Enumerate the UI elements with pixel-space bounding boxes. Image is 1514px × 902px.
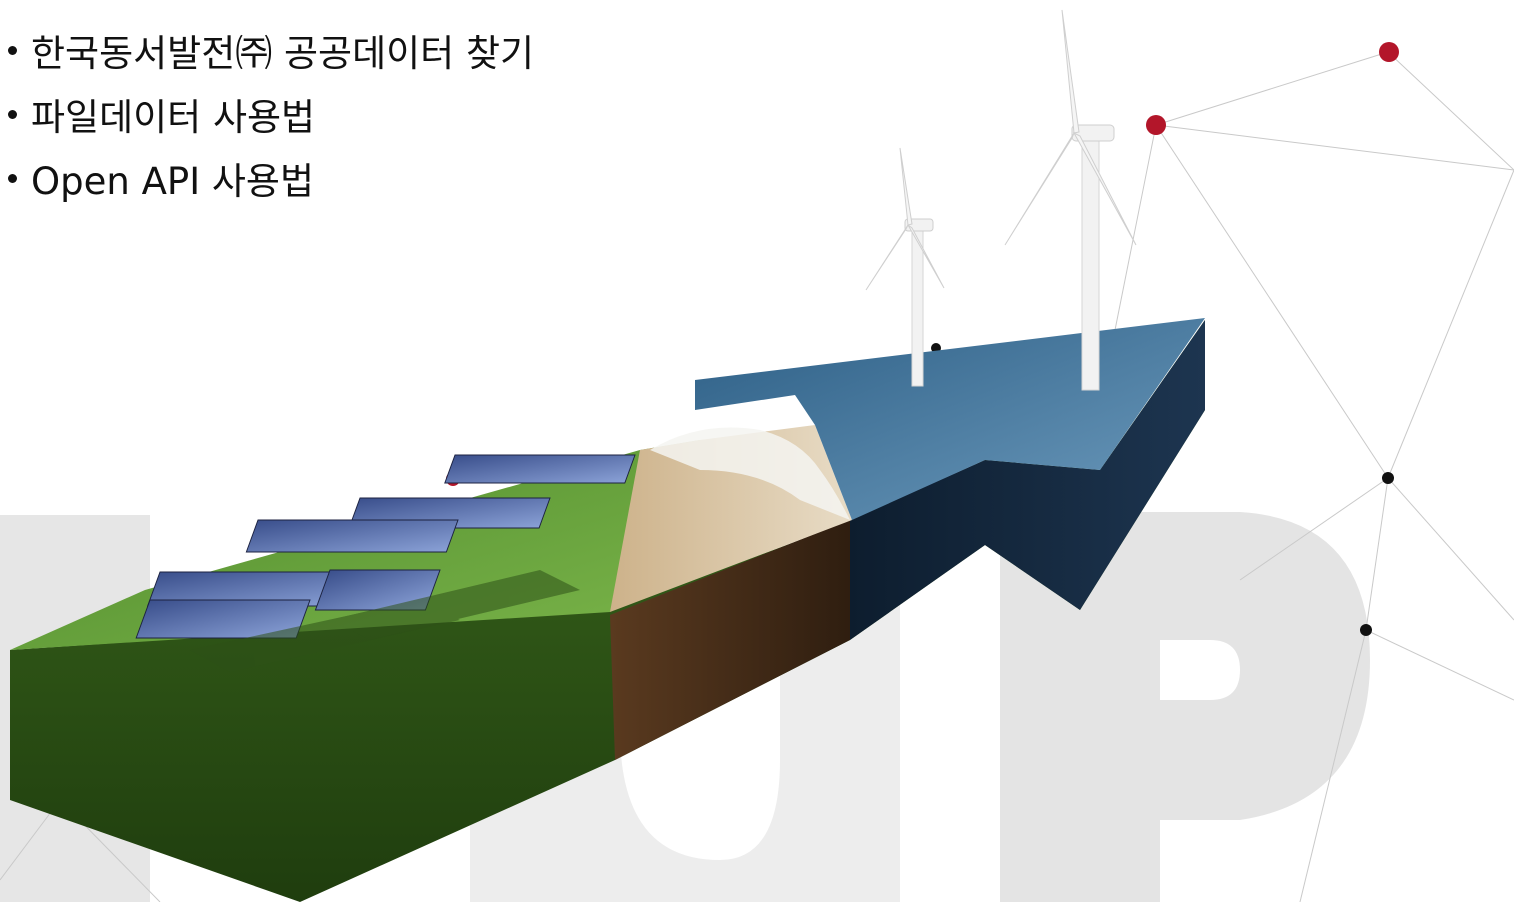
bullet-icon (8, 45, 17, 55)
wind-turbine-small (865, 147, 945, 387)
bullet-icon (8, 173, 17, 183)
menu-item-find-public-data[interactable]: 한국동서발전㈜ 공공데이터 찾기 (0, 18, 534, 82)
menu-item-label: 파일데이터 사용법 (31, 96, 316, 139)
data-guide-menu: 한국동서발전㈜ 공공데이터 찾기 파일데이터 사용법 Open API 사용법 (0, 18, 534, 210)
wind-turbine-large (1004, 9, 1137, 391)
node-red-1 (1379, 42, 1399, 62)
node-dark-2 (1360, 624, 1372, 636)
bullet-icon (8, 109, 17, 119)
menu-item-file-data-guide[interactable]: 파일데이터 사용법 (0, 82, 534, 146)
panel-shadows (190, 570, 580, 672)
menu-item-label: Open API 사용법 (31, 160, 315, 203)
menu-item-label: 한국동서발전㈜ 공공데이터 찾기 (31, 32, 535, 75)
solar-panels (135, 454, 636, 639)
menu-item-open-api-guide[interactable]: Open API 사용법 (0, 146, 534, 210)
node-dark-1 (1382, 472, 1394, 484)
network-lines (0, 51, 1514, 902)
node-red-2 (1146, 115, 1166, 135)
